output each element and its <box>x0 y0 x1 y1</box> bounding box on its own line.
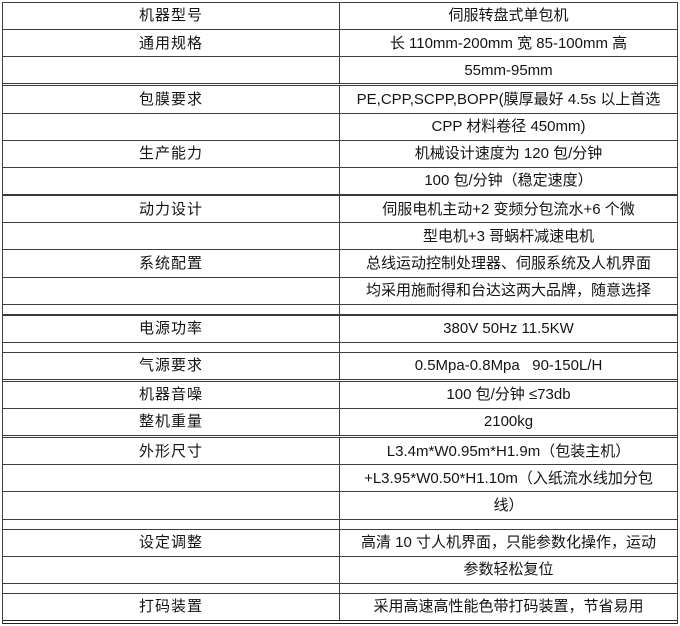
table-row: 55mm-95mm <box>3 57 677 87</box>
spec-value-cell: CPP 材料卷径 450mm) <box>431 118 586 136</box>
table-row: 系统配置 总线运动控制处理器、伺服系统及人机界面 <box>3 250 677 278</box>
table-row: 动力设计 伺服电机主动+2 变频分包流水+6 个微 <box>3 196 677 224</box>
spec-label-cell <box>3 519 340 529</box>
spec-value-cell: 均采用施耐得和台达这两大品牌，随意选择 <box>365 282 651 300</box>
table-row: 均采用施耐得和台达这两大品牌，随意选择 <box>3 277 677 305</box>
spec-value-cell <box>340 305 677 314</box>
table-row: 包膜要求 PE,CPP,SCPP,BOPP(膜厚最好 4.5s 以上首选 <box>3 86 677 114</box>
table-row: 整机重量 2100kg <box>3 409 677 439</box>
spec-value-cell: 380V 50Hz 11.5KW <box>443 320 574 338</box>
spec-value-cell: 高清 10 寸人机界面，只能参数化操作，运动 <box>360 533 657 551</box>
spec-value-cell: 长 110mm-200mm 宽 85-100mm 高 <box>389 34 628 52</box>
spec-label-cell: 包膜要求 <box>3 86 340 113</box>
spec-label-cell: 通用规格 <box>3 30 340 57</box>
spec-label-cell: 系统配置 <box>3 250 340 277</box>
spec-value-cell: +L3.95*W0.50*H1.10m（入纸流水线加分包 <box>364 469 653 487</box>
spec-label-cell <box>3 223 340 250</box>
spec-value-cell: 100 包/分钟 ≤73db <box>446 386 571 404</box>
spec-label-cell: 气源要求 <box>3 352 340 379</box>
spec-label-cell <box>3 465 340 492</box>
spec-value-cell: 2100kg <box>483 413 534 431</box>
table-row: 电源功率 380V 50Hz 11.5KW <box>3 315 677 343</box>
table-row: 型电机+3 哥蜗杆减速电机 <box>3 223 677 251</box>
table-row: 机器音噪 100 包/分钟 ≤73db <box>3 381 677 409</box>
spec-value-cell: 伺服转盘式单包机 <box>448 7 569 25</box>
table-row <box>3 583 677 594</box>
spec-label-cell: 机器型号 <box>3 3 340 30</box>
table-row: CPP 材料卷径 450mm) <box>3 113 677 141</box>
spec-value-cell: 100 包/分钟（稳定速度） <box>424 172 593 190</box>
spec-value-cell: 线） <box>493 496 524 514</box>
spec-label-cell <box>3 583 340 593</box>
spec-value-cell: 0.5Mpa-0.8Mpa 90-150L/H <box>414 357 603 375</box>
spec-label-cell <box>3 342 340 352</box>
spec-value-cell <box>340 584 677 593</box>
spec-value-cell <box>340 343 677 352</box>
spec-label-cell: 设定调整 <box>3 529 340 556</box>
spec-value-cell: PE,CPP,SCPP,BOPP(膜厚最好 4.5s 以上首选 <box>356 90 661 108</box>
table-row: 参数轻松复位 <box>3 556 677 584</box>
spec-label-cell <box>3 556 340 583</box>
spec-value-cell: L3.4m*W0.95m*H1.9m（包装主机） <box>386 442 631 460</box>
table-row: 生产能力 机械设计速度为 120 包/分钟 <box>3 140 677 168</box>
spec-label-cell: 电源功率 <box>3 315 340 342</box>
spec-label-cell <box>3 167 340 195</box>
table-row: 100 包/分钟（稳定速度） <box>3 167 677 197</box>
spec-label-cell: 生产能力 <box>3 140 340 167</box>
table-row: 线） <box>3 492 677 520</box>
table-row <box>3 519 677 530</box>
spec-value-cell: 55mm-95mm <box>464 61 553 79</box>
spec-label-cell: 外形尺寸 <box>3 438 340 465</box>
table-row: +L3.95*W0.50*H1.10m（入纸流水线加分包 <box>3 465 677 493</box>
spec-label-cell <box>3 277 340 304</box>
spec-value-cell: 机械设计速度为 120 包/分钟 <box>414 145 603 163</box>
table-row: 外形尺寸 L3.4m*W0.95m*H1.9m（包装主机） <box>3 438 677 466</box>
table-row: 设定调整 高清 10 寸人机界面，只能参数化操作，运动 <box>3 529 677 557</box>
spec-value-cell: 伺服电机主动+2 变频分包流水+6 个微 <box>382 200 635 218</box>
table-row: 打码装置 采用高速高性能色带打码装置，节省易用 <box>3 593 677 624</box>
spec-label-cell <box>3 113 340 140</box>
spec-label-cell: 动力设计 <box>3 196 340 223</box>
table-row <box>3 304 677 316</box>
spec-value-cell: 参数轻松复位 <box>463 561 554 579</box>
table-row <box>3 342 677 353</box>
table-row: 气源要求 0.5Mpa-0.8Mpa 90-150L/H <box>3 352 677 382</box>
spec-value-cell: 采用高速高性能色带打码装置，节省易用 <box>373 598 644 616</box>
table-row: 机器型号 伺服转盘式单包机 <box>3 3 677 31</box>
spec-label-cell: 机器音噪 <box>3 381 340 408</box>
table-row: 通用规格 长 110mm-200mm 宽 85-100mm 高 <box>3 30 677 58</box>
spec-label-cell: 整机重量 <box>3 409 340 436</box>
spec-value-cell: 型电机+3 哥蜗杆减速电机 <box>422 227 595 245</box>
spec-label-cell: 打码装置 <box>3 593 340 620</box>
spec-label-cell <box>3 57 340 84</box>
spec-value-cell <box>340 520 677 529</box>
spec-value-cell: 总线运动控制处理器、伺服系统及人机界面 <box>365 254 651 272</box>
spec-label-cell <box>3 304 340 314</box>
spec-label-cell <box>3 492 340 519</box>
